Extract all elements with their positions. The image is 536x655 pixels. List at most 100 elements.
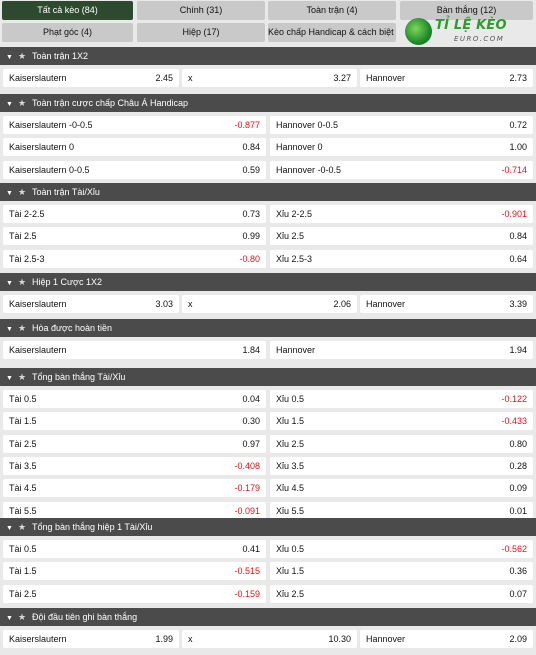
- odds-cell[interactable]: Xỉu 3.5 0.28: [270, 456, 533, 475]
- section-title: Đội đầu tiên ghi bàn thắng: [32, 612, 138, 622]
- collapse-arrow-icon[interactable]: ▼: [6, 525, 13, 532]
- odds-cell[interactable]: Kaiserslautern 0-0.5 0.59: [3, 160, 266, 179]
- site-logo[interactable]: TỈ LỆ KÈO EURO.COM: [402, 15, 520, 51]
- odds-cell[interactable]: Kaiserslautern 3.03: [3, 295, 179, 313]
- odds-cell[interactable]: x 3.27: [182, 69, 357, 87]
- collapse-arrow-icon[interactable]: ▼: [6, 375, 13, 382]
- section-header[interactable]: ▼ ★ Toàn trận cược chấp Châu Á Handicap: [0, 94, 536, 112]
- odds-value: 2.09: [509, 634, 527, 644]
- odds-cell[interactable]: Hannover 3.39: [360, 295, 533, 313]
- odds-value: 0.73: [242, 209, 260, 219]
- favorite-star-icon[interactable]: ★: [18, 372, 27, 382]
- odds-value: 1.84: [242, 345, 260, 355]
- favorite-star-icon[interactable]: ★: [18, 522, 27, 532]
- odds-cell[interactable]: Tài 1.5 0.30: [3, 412, 266, 431]
- odds-cell[interactable]: Tài 2.5 0.99: [3, 227, 266, 246]
- odds-cell[interactable]: Kaiserslautern 1.84: [3, 341, 266, 359]
- odds-cell[interactable]: Xỉu 4.5 0.09: [270, 479, 533, 498]
- section-header[interactable]: ▼ ★ Hiệp 1 Cược 1X2: [0, 273, 536, 291]
- odds-cell[interactable]: Tài 2.5-3 -0.80: [3, 249, 266, 268]
- odds-cell[interactable]: Xỉu 1.5 -0.433: [270, 412, 533, 431]
- odds-cell[interactable]: Hannover 2.73: [360, 69, 533, 87]
- odds-cell[interactable]: Xỉu 2.5 0.84: [270, 227, 533, 246]
- odds-cell[interactable]: Xỉu 2.5 0.07: [270, 584, 533, 603]
- favorite-star-icon[interactable]: ★: [18, 277, 27, 287]
- tab-1[interactable]: Chính (31): [137, 1, 265, 20]
- odds-label: Hannover: [366, 299, 406, 309]
- odds-label: Kaiserslautern: [9, 299, 67, 309]
- odds-cell[interactable]: Xỉu 2.5-3 0.64: [270, 249, 533, 268]
- odds-cell[interactable]: Hannover 0-0.5 0.72: [270, 116, 533, 134]
- odds-cell[interactable]: Hannover 1.94: [270, 341, 533, 359]
- tab-3[interactable]: Bàn thắng (12): [400, 1, 533, 20]
- tab-6[interactable]: Kèo chấp Handicap & cách biệt (3): [268, 23, 396, 42]
- tab-4[interactable]: Phạt góc (4): [2, 23, 133, 42]
- odds-cell[interactable]: Xỉu 0.5 -0.122: [270, 390, 533, 408]
- odds-cell[interactable]: x 10.30: [182, 630, 357, 648]
- odds-cell[interactable]: Xỉu 5.5 0.01: [270, 501, 533, 520]
- collapse-arrow-icon[interactable]: ▼: [6, 615, 13, 622]
- odds-value: -0.091: [234, 505, 260, 516]
- odds-cell[interactable]: Kaiserslautern -0-0.5 -0.877: [3, 116, 266, 134]
- odds-cell[interactable]: Xỉu 1.5 0.36: [270, 562, 533, 581]
- odds-cell[interactable]: x 2.06: [182, 295, 357, 313]
- section-header[interactable]: ▼ ★ Đội đầu tiên ghi bàn thắng: [0, 608, 536, 626]
- odds-label: Hannover -0-0.5: [276, 164, 342, 175]
- odds-cell[interactable]: Xỉu 2-2.5 -0.901: [270, 205, 533, 223]
- odds-value: 2.73: [509, 73, 527, 83]
- favorite-star-icon[interactable]: ★: [18, 612, 27, 622]
- tab-0[interactable]: Tất cả kèo (84): [2, 1, 133, 20]
- favorite-star-icon[interactable]: ★: [18, 323, 27, 333]
- section-title: Hòa được hoàn tiền: [32, 323, 112, 333]
- favorite-star-icon[interactable]: ★: [18, 98, 27, 108]
- odds-cell[interactable]: Tài 2.5 0.97: [3, 434, 266, 453]
- odds-value: 2.06: [333, 299, 351, 309]
- odds-cell[interactable]: Tài 1.5 -0.515: [3, 562, 266, 581]
- odds-cell[interactable]: Tài 2-2.5 0.73: [3, 205, 266, 223]
- odds-value: -0.179: [234, 483, 260, 494]
- odds-cell[interactable]: Hannover -0-0.5 -0.714: [270, 160, 533, 179]
- odds-cell[interactable]: Kaiserslautern 0 0.84: [3, 138, 266, 157]
- favorite-star-icon[interactable]: ★: [18, 51, 27, 61]
- tab-2[interactable]: Toàn trận (4): [268, 1, 396, 20]
- odds-label: Tài 5.5: [9, 505, 37, 516]
- section-title: Tổng bàn thắng Tài/Xỉu: [32, 372, 126, 382]
- odds-label: Xỉu 2-2.5: [276, 209, 313, 219]
- odds-label: Kaiserslautern: [9, 634, 67, 644]
- odds-label: Kaiserslautern: [9, 73, 67, 83]
- logo-subtext: EURO.COM: [454, 35, 505, 43]
- collapse-arrow-icon[interactable]: ▼: [6, 101, 13, 108]
- odds-value: 0.04: [242, 394, 260, 404]
- odds-value: -0.159: [234, 588, 260, 599]
- odds-value: -0.515: [234, 566, 260, 577]
- odds-label: Kaiserslautern: [9, 345, 67, 355]
- odds-cell[interactable]: Hannover 2.09: [360, 630, 533, 648]
- collapse-arrow-icon[interactable]: ▼: [6, 190, 13, 197]
- odds-value: 1.99: [155, 634, 173, 644]
- odds-cell[interactable]: Tài 0.5 0.41: [3, 540, 266, 558]
- collapse-arrow-icon[interactable]: ▼: [6, 54, 13, 61]
- odds-cell[interactable]: Hannover 0 1.00: [270, 138, 533, 157]
- collapse-arrow-icon[interactable]: ▼: [6, 326, 13, 333]
- odds-label: Tài 0.5: [9, 544, 37, 554]
- odds-cell[interactable]: Kaiserslautern 1.99: [3, 630, 179, 648]
- section-header[interactable]: ▼ ★ Toàn trận 1X2: [0, 47, 536, 65]
- odds-value: 0.84: [242, 142, 260, 153]
- section-header[interactable]: ▼ ★ Toàn trận Tài/Xỉu: [0, 183, 536, 201]
- odds-value: 0.97: [242, 438, 260, 449]
- odds-cell[interactable]: Tài 5.5 -0.091: [3, 501, 266, 520]
- section-header[interactable]: ▼ ★ Tổng bàn thắng Tài/Xỉu: [0, 368, 536, 386]
- odds-cell[interactable]: Tài 0.5 0.04: [3, 390, 266, 408]
- odds-cell[interactable]: Xỉu 2.5 0.80: [270, 434, 533, 453]
- odds-cell[interactable]: Tài 2.5 -0.159: [3, 584, 266, 603]
- section-header[interactable]: ▼ ★ Hòa được hoàn tiền: [0, 319, 536, 337]
- section-header[interactable]: ▼ ★ Tổng bàn thắng hiệp 1 Tài/Xỉu: [0, 518, 536, 536]
- tab-5[interactable]: Hiệp (17): [137, 23, 265, 42]
- odds-cell[interactable]: Kaiserslautern 2.45: [3, 69, 179, 87]
- favorite-star-icon[interactable]: ★: [18, 187, 27, 197]
- odds-cell[interactable]: Xỉu 0.5 -0.562: [270, 540, 533, 558]
- collapse-arrow-icon[interactable]: ▼: [6, 280, 13, 287]
- odds-value: -0.122: [501, 394, 527, 404]
- odds-cell[interactable]: Tài 4.5 -0.179: [3, 479, 266, 498]
- odds-cell[interactable]: Tài 3.5 -0.408: [3, 456, 266, 475]
